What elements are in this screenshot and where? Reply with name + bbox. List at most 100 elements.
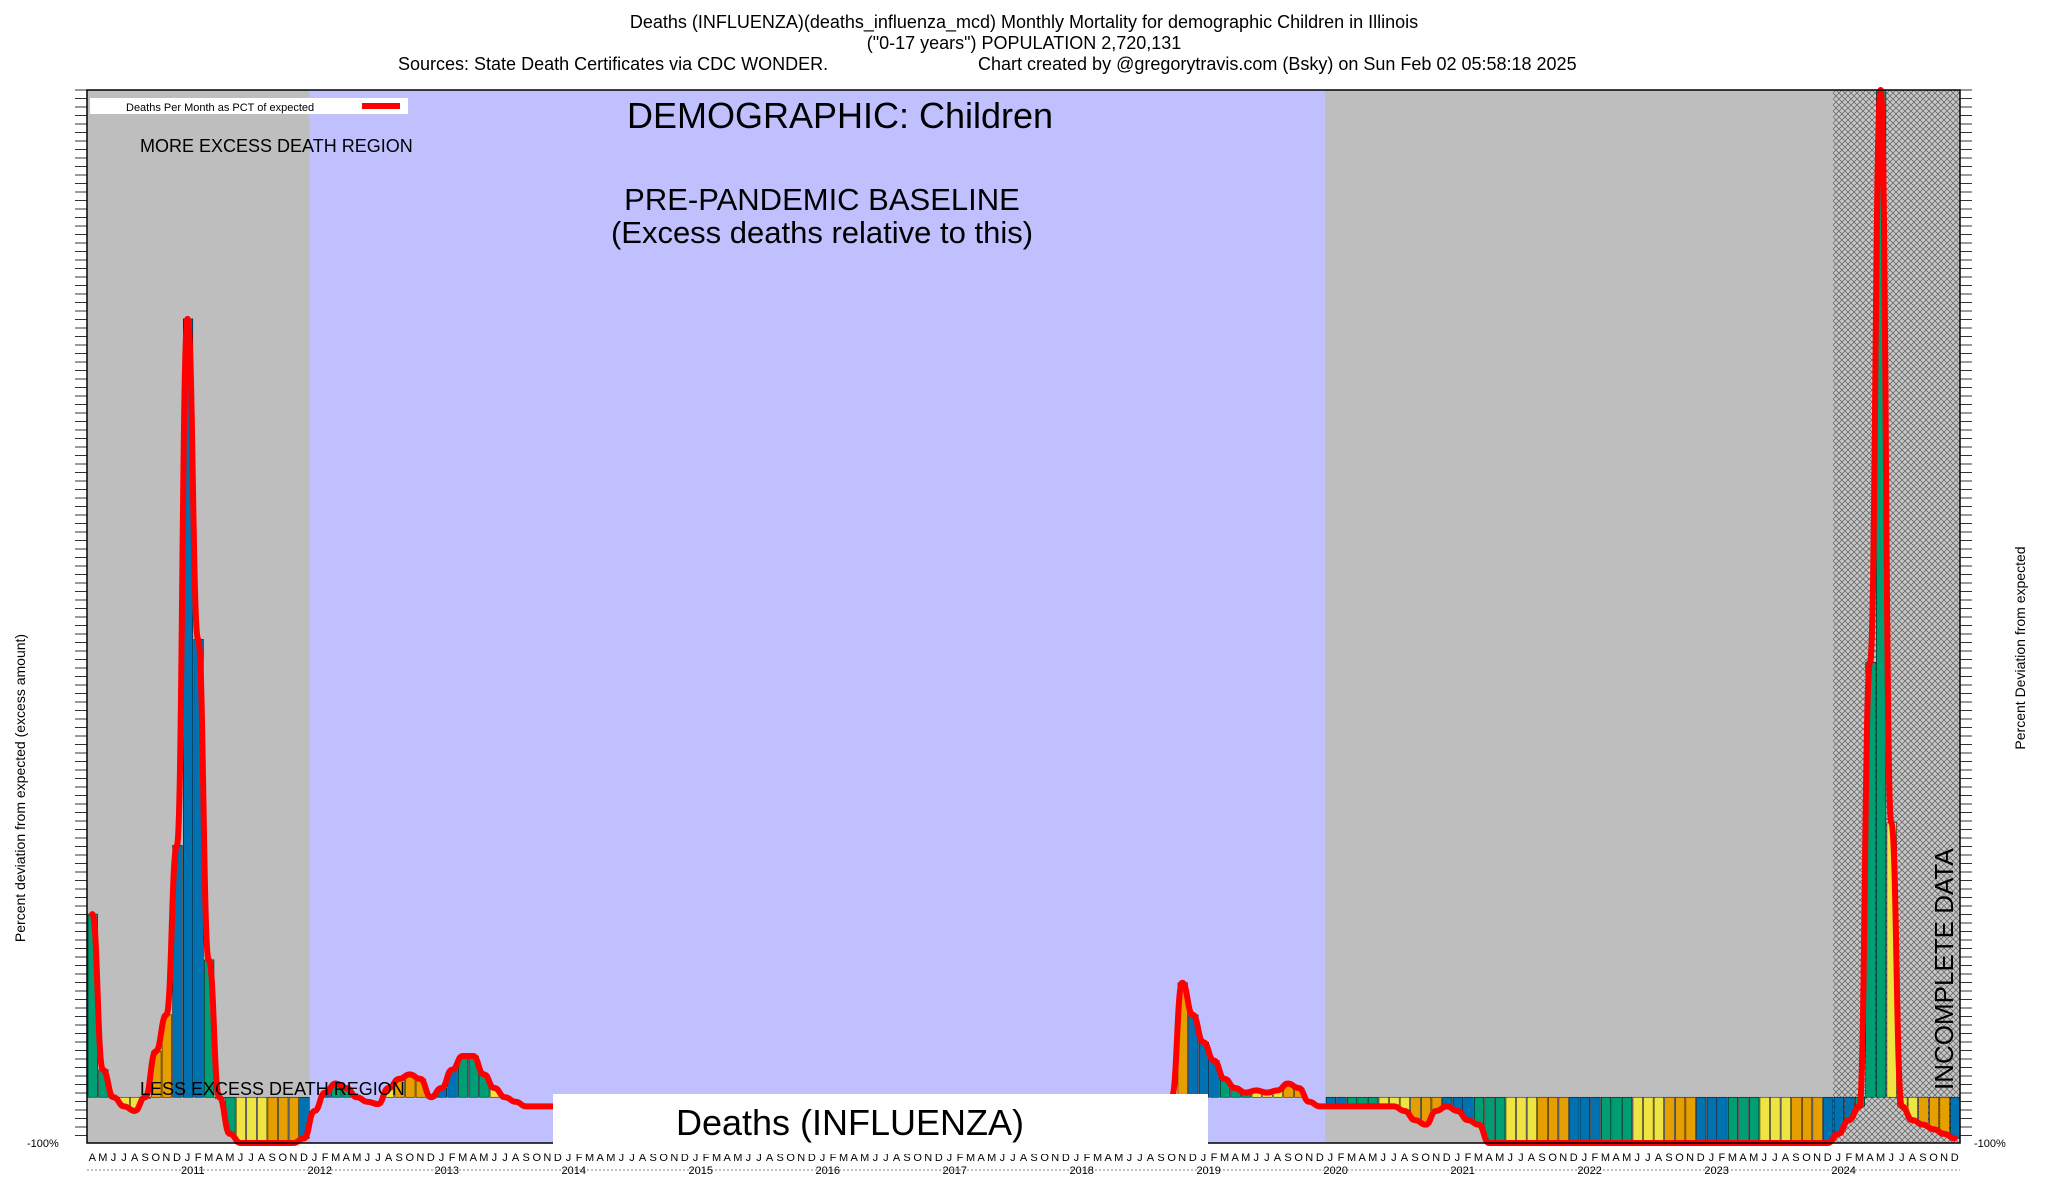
x-month-label: N — [797, 1152, 805, 1164]
x-month-label: D — [1951, 1152, 1959, 1164]
x-month-label: D — [1189, 1152, 1197, 1164]
x-month-label: S — [269, 1152, 276, 1164]
x-month-label: S — [1919, 1152, 1926, 1164]
x-month-label: N — [924, 1152, 932, 1164]
bar — [1950, 1096, 1961, 1139]
bar — [1516, 1096, 1527, 1144]
bar — [257, 1096, 268, 1144]
x-month-label: S — [1157, 1152, 1164, 1164]
x-month-label: M — [987, 1152, 996, 1164]
demographic-annotation: DEMOGRAPHIC: Children — [627, 95, 1053, 136]
bar — [1717, 1096, 1728, 1144]
x-month-label: A — [851, 1152, 859, 1164]
bar — [1812, 1096, 1823, 1144]
x-year-label: 2020 — [1323, 1165, 1347, 1177]
x-month-label: S — [776, 1152, 783, 1164]
bar — [1770, 1096, 1781, 1144]
cause-box: Deaths (INFLUENZA) — [553, 1094, 1208, 1154]
x-month-label: J — [1635, 1152, 1641, 1164]
x-month-label: A — [724, 1152, 732, 1164]
x-month-label: A — [1274, 1152, 1282, 1164]
less-excess-label: LESS EXCESS DEATH REGION — [140, 1079, 405, 1099]
x-month-label: F — [1211, 1152, 1218, 1164]
bar — [1929, 1096, 1940, 1130]
x-month-label: N — [289, 1152, 297, 1164]
x-month-label: M — [839, 1152, 848, 1164]
x-month-label: J — [1328, 1152, 1334, 1164]
x-month-label: J — [1888, 1152, 1894, 1164]
bar — [1558, 1096, 1569, 1144]
bar — [1495, 1096, 1506, 1144]
x-month-label: J — [873, 1152, 879, 1164]
x-month-label: A — [1358, 1152, 1366, 1164]
bar — [246, 1096, 257, 1144]
x-month-label: N — [1940, 1152, 1948, 1164]
bar — [1759, 1096, 1770, 1144]
x-month-label: J — [1381, 1152, 1387, 1164]
x-month-label: J — [619, 1152, 625, 1164]
x-month-label: A — [1147, 1152, 1155, 1164]
x-month-label: M — [966, 1152, 975, 1164]
x-month-label: M — [1220, 1152, 1229, 1164]
x-month-label: A — [766, 1152, 774, 1164]
x-month-label: F — [703, 1152, 710, 1164]
x-month-label: A — [1401, 1152, 1409, 1164]
bar — [1749, 1096, 1760, 1144]
x-month-label: M — [1093, 1152, 1102, 1164]
x-month-label: N — [1178, 1152, 1186, 1164]
x-month-label: S — [395, 1152, 402, 1164]
x-month-label: N — [670, 1152, 678, 1164]
bar — [235, 1096, 246, 1144]
chart-subtitle: ("0-17 years") POPULATION 2,720,131 — [866, 33, 1182, 53]
x-month-label: D — [554, 1152, 562, 1164]
bar — [1664, 1096, 1675, 1144]
y-tick-label: -100% — [27, 1138, 59, 1150]
x-year-label: 2018 — [1069, 1165, 1093, 1177]
x-month-label: S — [142, 1152, 149, 1164]
x-month-label: J — [1455, 1152, 1461, 1164]
bar — [278, 1096, 289, 1144]
x-month-label: J — [502, 1152, 508, 1164]
x-month-label: J — [693, 1152, 699, 1164]
bar — [1653, 1096, 1664, 1144]
x-month-label: D — [808, 1152, 816, 1164]
bar — [1675, 1096, 1686, 1144]
x-month-label: A — [1655, 1152, 1663, 1164]
x-month-label: D — [681, 1152, 689, 1164]
x-month-label: N — [162, 1152, 170, 1164]
x-month-label: F — [576, 1152, 583, 1164]
x-month-label: J — [756, 1152, 762, 1164]
x-month-label: S — [903, 1152, 910, 1164]
x-month-label: M — [1876, 1152, 1885, 1164]
x-month-label: J — [1254, 1152, 1260, 1164]
x-month-label: A — [1104, 1152, 1112, 1164]
x-month-label: D — [300, 1152, 308, 1164]
incomplete-data-label: INCOMPLETE DATA — [1929, 848, 1959, 1090]
bar — [1611, 1096, 1622, 1144]
x-month-label: D — [173, 1152, 181, 1164]
x-month-label: O — [405, 1152, 414, 1164]
x-month-label: F — [1338, 1152, 1345, 1164]
x-month-label: A — [1739, 1152, 1747, 1164]
bar — [1685, 1096, 1696, 1144]
x-month-label: J — [820, 1152, 826, 1164]
bar — [1791, 1096, 1802, 1144]
x-month-label: F — [449, 1152, 456, 1164]
x-month-label: O — [1802, 1152, 1811, 1164]
x-month-label: A — [1528, 1152, 1536, 1164]
bar — [1643, 1096, 1654, 1144]
x-month-label: M — [606, 1152, 615, 1164]
x-month-label: J — [312, 1152, 318, 1164]
x-month-label: O — [278, 1152, 287, 1164]
x-year-label: 2012 — [308, 1165, 332, 1177]
x-year-label: 2024 — [1831, 1165, 1855, 1177]
x-month-label: M — [352, 1152, 361, 1164]
x-year-label: 2011 — [181, 1165, 205, 1177]
x-month-label: O — [1421, 1152, 1430, 1164]
x-month-label: F — [1084, 1152, 1091, 1164]
x-year-label: 2015 — [689, 1165, 713, 1177]
x-month-label: M — [98, 1152, 107, 1164]
x-month-label: A — [512, 1152, 520, 1164]
